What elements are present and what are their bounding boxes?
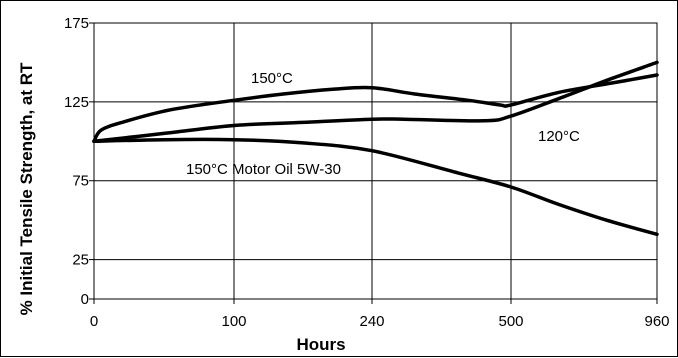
x-axis-title: Hours (296, 335, 345, 354)
plot-frame (93, 22, 658, 300)
x-tick-label: 100 (221, 313, 246, 330)
annotation-120c: 120°C (538, 128, 580, 145)
annotations: 150°C 120°C 150°C Motor Oil 5W-30 (186, 70, 580, 178)
y-tick-label: 125 (64, 94, 89, 111)
annotation-motor-oil: 150°C Motor Oil 5W-30 (186, 161, 341, 178)
y-tick-label: 175 (64, 15, 89, 32)
tick-labels: 0 25 75 125 175 0 100 240 500 960 (64, 15, 670, 330)
y-tick-label: 75 (72, 173, 89, 190)
series-line-120c (92, 60, 659, 144)
x-tick-label: 500 (498, 313, 523, 330)
grid (89, 22, 658, 304)
y-tick-label: 0 (81, 291, 89, 308)
series-lines (92, 60, 659, 237)
x-tick-label: 960 (644, 313, 669, 330)
annotation-150c: 150°C (251, 70, 293, 87)
x-tick-label: 240 (359, 313, 384, 330)
x-tick-label: 0 (90, 313, 98, 330)
series-line-motor-oil (92, 137, 659, 237)
y-axis-title: % Initial Tensile Strength, at RT (17, 62, 36, 315)
y-tick-label: 25 (72, 252, 89, 269)
series-line-150c (92, 73, 659, 144)
